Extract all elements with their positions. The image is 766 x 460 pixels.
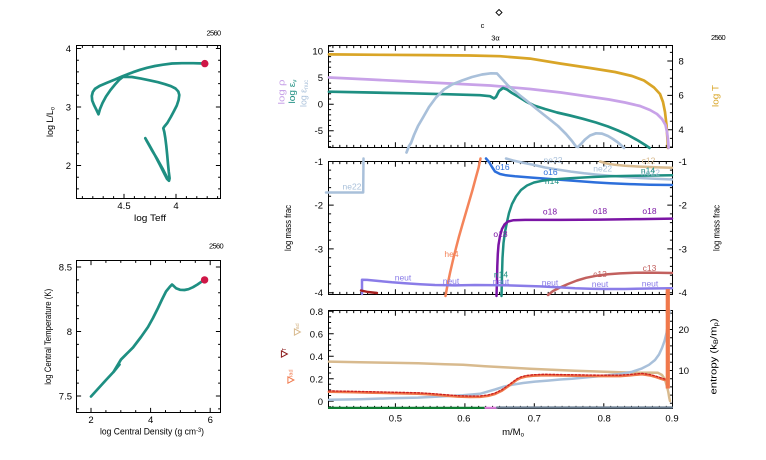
svg-text:o18: o18 [543, 206, 557, 216]
svg-text:rad: rad [289, 369, 295, 377]
svg-text:0.8: 0.8 [310, 307, 323, 318]
svg-text:entropy (kB/mp): entropy (kB/mp) [709, 319, 721, 395]
svg-text:2: 2 [66, 161, 71, 172]
svg-text:neut: neut [592, 279, 609, 289]
svg-text:4: 4 [148, 415, 153, 426]
svg-text:-3: -3 [679, 244, 687, 255]
svg-text:4: 4 [66, 44, 71, 55]
svg-text:0: 0 [318, 397, 323, 408]
svg-text:he4: he4 [444, 249, 458, 259]
svg-text:4.5: 4.5 [117, 201, 130, 212]
svg-text:2: 2 [88, 415, 93, 426]
svg-text:-4: -4 [679, 288, 687, 299]
svg-text:-3: -3 [315, 244, 323, 255]
svg-text:log Central Density (g cm-3): log Central Density (g cm-3) [100, 427, 204, 437]
svg-text:0.6: 0.6 [457, 414, 470, 425]
svg-text:4: 4 [173, 201, 178, 212]
svg-text:0.6: 0.6 [310, 329, 323, 340]
svg-text:neut: neut [443, 276, 460, 286]
svg-text:-2: -2 [679, 201, 687, 212]
svg-text:o18: o18 [493, 229, 507, 239]
svg-text:neut: neut [642, 279, 659, 289]
svg-text:3: 3 [66, 103, 71, 114]
svg-text:o16: o16 [495, 162, 509, 172]
svg-text:-1: -1 [315, 157, 323, 168]
svg-text:0.5: 0.5 [389, 414, 402, 425]
svg-text:ad: ad [295, 323, 301, 329]
svg-text:c13: c13 [593, 269, 607, 279]
svg-text:ne22: ne22 [641, 168, 660, 178]
svg-text:0.9: 0.9 [665, 414, 678, 425]
svg-text:o18: o18 [642, 206, 656, 216]
svg-text:o16: o16 [543, 167, 557, 177]
svg-text:8.5: 8.5 [59, 263, 72, 274]
svg-text:ne22: ne22 [593, 164, 612, 174]
svg-text:6: 6 [208, 415, 213, 426]
svg-text:4: 4 [679, 125, 684, 136]
svg-text:c13: c13 [643, 263, 657, 273]
svg-text:ne22: ne22 [544, 155, 563, 165]
svg-text:7.5: 7.5 [59, 392, 72, 403]
svg-text:log mass frac: log mass frac [712, 205, 722, 251]
svg-text:n14: n14 [494, 270, 508, 280]
svg-text:5: 5 [318, 73, 323, 84]
svg-text:log mass frac: log mass frac [283, 205, 293, 251]
svg-text:0.8: 0.8 [598, 414, 611, 425]
svg-text:0.7: 0.7 [528, 414, 541, 425]
svg-text:-1: -1 [679, 157, 687, 168]
svg-text:neut: neut [542, 278, 559, 288]
svg-text:log εν: log εν [287, 80, 299, 104]
svg-text:o18: o18 [593, 206, 607, 216]
svg-text:10: 10 [679, 366, 690, 377]
svg-text:0.4: 0.4 [310, 352, 323, 363]
svg-text:2560: 2560 [207, 29, 221, 38]
svg-text:c: c [481, 21, 485, 30]
svg-text:3α: 3α [491, 34, 500, 43]
svg-text:-5: -5 [315, 126, 323, 137]
svg-text:log ρ: log ρ [277, 79, 288, 105]
svg-text:6: 6 [679, 91, 684, 102]
svg-text:-4: -4 [315, 288, 323, 299]
svg-text:0.2: 0.2 [310, 374, 323, 385]
svg-text:T: T [282, 347, 288, 351]
svg-text:20: 20 [679, 325, 690, 336]
svg-text:log L/Lo: log L/Lo [45, 106, 57, 137]
svg-text:8: 8 [679, 57, 684, 68]
svg-text:2560: 2560 [209, 242, 223, 251]
svg-text:neut: neut [493, 277, 510, 287]
svg-text:neut: neut [395, 273, 412, 283]
svg-text:-2: -2 [315, 201, 323, 212]
svg-text:log Teff: log Teff [134, 213, 166, 224]
svg-text:log Central Temperature (K): log Central Temperature (K) [43, 289, 53, 385]
svg-text:log εnuc: log εnuc [299, 80, 311, 107]
svg-text:10: 10 [312, 47, 323, 58]
svg-text:m/Mo: m/Mo [502, 427, 524, 439]
svg-text:n14: n14 [545, 176, 559, 186]
svg-text:c12: c12 [642, 156, 656, 166]
svg-text:n14: n14 [641, 165, 655, 175]
svg-text:ne22: ne22 [343, 181, 362, 191]
svg-text:2560: 2560 [711, 33, 725, 42]
svg-text:0: 0 [318, 100, 323, 111]
svg-text:8: 8 [67, 327, 72, 338]
svg-text:log T: log T [711, 85, 722, 107]
